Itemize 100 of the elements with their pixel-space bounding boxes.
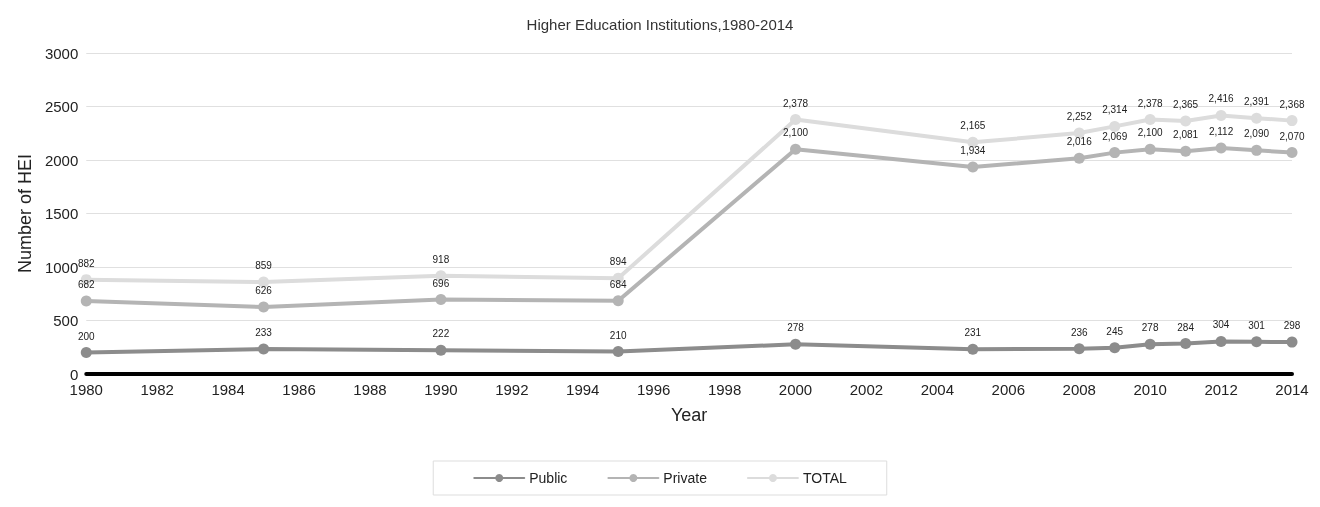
data-label: 2,070 — [1279, 130, 1305, 142]
point — [1180, 145, 1192, 157]
point — [435, 294, 447, 306]
x-tick-label: 1984 — [211, 381, 245, 398]
data-label: 859 — [255, 260, 273, 272]
point — [1144, 114, 1156, 126]
point — [1180, 338, 1192, 350]
point — [790, 143, 802, 155]
point — [258, 343, 270, 355]
point — [1215, 109, 1227, 121]
chart-title: Higher Education Institutions,1980-2014 — [526, 16, 794, 33]
point — [612, 346, 624, 358]
data-label: 1,934 — [960, 145, 986, 157]
point — [1251, 112, 1263, 124]
point — [1286, 147, 1298, 159]
data-label: 2,378 — [1137, 97, 1164, 109]
point — [967, 343, 979, 355]
x-tick-label: 2010 — [1133, 381, 1167, 398]
data-label: 2,365 — [1173, 98, 1199, 110]
x-tick-label: 1994 — [566, 381, 600, 398]
data-label: 2,016 — [1066, 136, 1093, 148]
data-label: 200 — [77, 330, 96, 342]
x-tick-label: 2002 — [849, 381, 884, 398]
data-label: 696 — [432, 277, 450, 289]
point — [1180, 115, 1192, 127]
x-axis-title: Year — [670, 405, 708, 425]
data-label: 682 — [77, 279, 96, 291]
data-label: 278 — [787, 322, 805, 334]
data-label: 284 — [1177, 321, 1195, 333]
data-label: 2,368 — [1279, 98, 1305, 110]
point — [1251, 144, 1263, 156]
y-tick-label: 1000 — [44, 258, 79, 276]
data-label: 236 — [1070, 326, 1088, 338]
data-label: 222 — [432, 328, 450, 340]
x-tick-label: 2006 — [991, 381, 1025, 398]
x-tick-label: 2014 — [1275, 381, 1309, 398]
x-tick-label: 1992 — [495, 381, 529, 398]
data-label: 2,069 — [1102, 130, 1128, 142]
data-label: 2,081 — [1173, 129, 1199, 141]
y-axis-title: Number of HEI — [15, 153, 35, 274]
data-label: 245 — [1106, 325, 1124, 337]
data-label: 2,252 — [1066, 111, 1093, 123]
x-tick-label: 1982 — [140, 381, 174, 398]
x-tick-label: 1980 — [69, 381, 103, 398]
point — [967, 161, 979, 173]
data-label: 2,090 — [1244, 128, 1270, 140]
x-tick-label: 1998 — [707, 381, 742, 398]
data-label: 2,314 — [1102, 104, 1128, 116]
point — [1215, 335, 1227, 347]
point — [1109, 147, 1121, 159]
legend-label: Private — [663, 470, 708, 486]
point — [790, 338, 802, 350]
point — [80, 295, 92, 307]
data-label: 278 — [1141, 322, 1159, 334]
y-tick-label: 3000 — [44, 44, 79, 62]
y-tick-label: 2000 — [44, 151, 79, 169]
data-label: 2,100 — [783, 127, 809, 139]
legend-label: Public — [529, 470, 568, 486]
point — [1286, 336, 1298, 348]
x-tick-label: 2004 — [920, 381, 955, 398]
y-tick-label: 500 — [53, 312, 79, 329]
x-tick-label: 2012 — [1204, 381, 1238, 398]
x-tick-label: 2008 — [1062, 381, 1096, 398]
point — [1073, 152, 1085, 164]
y-tick-label: 0 — [69, 365, 79, 383]
y-tick-label: 2500 — [44, 98, 79, 115]
point — [1215, 142, 1227, 154]
point — [435, 344, 447, 356]
data-label: 210 — [609, 329, 627, 341]
legend-label: TOTAL — [802, 470, 847, 486]
data-label: 2,112 — [1208, 126, 1234, 138]
data-label: 2,378 — [783, 97, 809, 109]
data-label: 298 — [1283, 320, 1301, 332]
point — [1286, 115, 1298, 127]
data-label: 2,391 — [1244, 96, 1270, 108]
data-label: 233 — [255, 327, 273, 339]
data-label: 918 — [432, 253, 450, 265]
x-tick-label: 2000 — [778, 381, 813, 398]
data-label: 684 — [609, 278, 627, 290]
point — [1109, 342, 1121, 354]
data-label: 894 — [609, 256, 627, 268]
point — [1144, 143, 1156, 155]
point — [612, 295, 624, 307]
point — [258, 301, 270, 313]
x-tick-label: 1986 — [282, 381, 316, 398]
data-label: 882 — [77, 257, 96, 269]
point — [1144, 338, 1156, 350]
point — [80, 347, 92, 359]
point — [790, 114, 802, 126]
point — [1251, 336, 1263, 348]
data-label: 231 — [964, 327, 982, 339]
data-label: 2,416 — [1208, 93, 1235, 105]
x-tick-label: 1996 — [636, 381, 671, 398]
data-label: 301 — [1248, 319, 1266, 331]
x-tick-label: 1988 — [353, 381, 387, 398]
point — [1109, 120, 1121, 132]
data-label: 2,165 — [960, 120, 986, 132]
data-label: 304 — [1212, 319, 1230, 331]
data-label: 626 — [255, 285, 273, 297]
x-tick-label: 1990 — [424, 381, 458, 398]
